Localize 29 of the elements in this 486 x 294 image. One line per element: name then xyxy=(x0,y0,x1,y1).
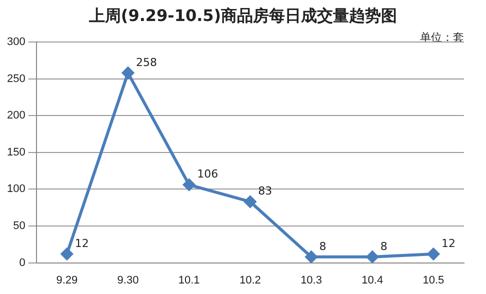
x-tick-label: 10.2 xyxy=(239,274,261,286)
data-label: 8 xyxy=(380,240,388,253)
x-tick-label: 10.4 xyxy=(362,274,384,286)
data-label: 83 xyxy=(258,184,272,198)
point xyxy=(244,196,256,208)
data-label: 12 xyxy=(441,236,456,250)
x-tick-label: 9.30 xyxy=(117,274,139,286)
point xyxy=(183,178,196,191)
y-tick-label: 200 xyxy=(6,110,26,122)
data-label: 258 xyxy=(136,56,157,69)
x-tick-label: 10.1 xyxy=(178,274,200,286)
point xyxy=(122,66,134,79)
x-tick-label: 10.5 xyxy=(422,274,444,286)
point xyxy=(60,248,73,260)
y-tick-label: 300 xyxy=(6,36,26,48)
x-tick-label: 10.3 xyxy=(300,274,322,286)
data-label: 12 xyxy=(74,236,89,250)
y-tick-label: 250 xyxy=(6,72,26,85)
data-label: 106 xyxy=(197,168,218,181)
data-label: 8 xyxy=(319,240,326,253)
y-tick-label: 50 xyxy=(13,220,26,232)
y-tick-label: 100 xyxy=(6,183,26,196)
y-tick-label: 0 xyxy=(19,256,26,269)
point xyxy=(305,250,318,263)
point xyxy=(366,250,378,263)
chart-title: 上周(9.29-10.5)商品房每日成交量趋势图 xyxy=(88,6,398,27)
x-tick-label: 9.29 xyxy=(56,274,78,286)
y-tick-label: 150 xyxy=(6,146,26,158)
point xyxy=(427,248,440,260)
